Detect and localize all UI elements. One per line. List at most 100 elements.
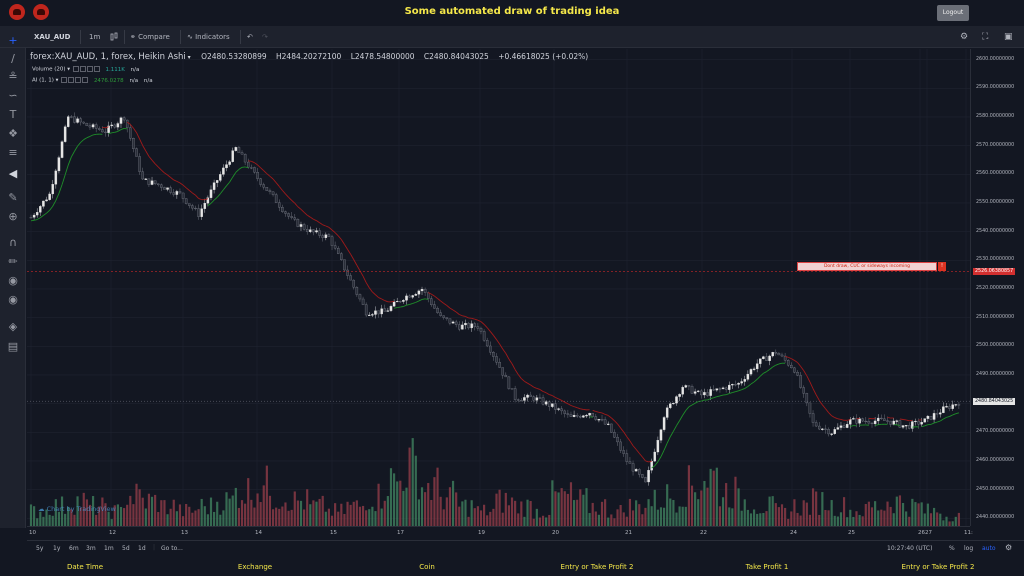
volume-bar <box>79 507 82 526</box>
magnet-icon[interactable]: ∩ <box>8 236 18 249</box>
prediction-icon[interactable]: ≡ <box>8 146 18 159</box>
price-chart[interactable] <box>27 49 970 526</box>
ruler-icon[interactable]: ✎ <box>8 191 18 204</box>
range-6m[interactable]: 6m <box>69 545 79 552</box>
ai-indicator-segment <box>645 460 649 463</box>
volume-bar <box>718 506 722 526</box>
candle <box>57 157 61 172</box>
alert-label[interactable]: Dont draw, CUC or sideways incoming <box>797 262 937 271</box>
volume-bar <box>448 487 452 526</box>
lock-icon[interactable]: ◉ <box>8 274 18 287</box>
candle <box>408 295 411 298</box>
percent-toggle[interactable]: % <box>949 545 955 552</box>
compare-button[interactable]: ⚭ Compare <box>130 26 170 48</box>
volume-bar <box>824 510 827 526</box>
more-icon[interactable] <box>82 77 89 83</box>
candle <box>482 331 486 341</box>
range-5y[interactable]: 5y <box>36 545 44 552</box>
zoom-in-icon[interactable]: ⊕ <box>8 210 18 223</box>
settings-icon[interactable] <box>68 77 75 83</box>
eye-icon[interactable] <box>61 77 68 83</box>
chart-style-icon[interactable] <box>110 26 119 48</box>
candle <box>507 376 511 389</box>
fullscreen-icon[interactable]: ⛶ <box>982 32 989 42</box>
price-axis[interactable]: 2600.00000000 2590.00000000 2580.00000000 2… <box>970 49 1024 526</box>
tradingview-watermark[interactable]: ☁ Chart by TradingView <box>38 505 116 513</box>
ai-indicator-segment <box>471 317 475 320</box>
pattern-icon[interactable]: ❖ <box>8 127 18 140</box>
pitchfork-icon[interactable]: ≗ <box>8 70 18 83</box>
candle <box>870 422 874 425</box>
volume-bar <box>712 470 715 526</box>
volume-bar <box>337 511 340 526</box>
ai-indicator-segment <box>713 396 717 399</box>
time-tick-label: 22 <box>700 530 707 536</box>
eye-icon[interactable] <box>72 66 79 72</box>
ai-indicator-segment <box>679 415 684 421</box>
candle <box>638 469 641 475</box>
candle <box>129 127 132 139</box>
brush-icon[interactable]: ∽ <box>8 89 18 102</box>
volume-bar <box>57 511 61 526</box>
candle <box>718 388 722 390</box>
range-1d[interactable]: 1d <box>138 545 146 552</box>
candle <box>200 208 203 217</box>
ai-indicator-segment <box>701 399 705 402</box>
layers-icon[interactable]: ◈ <box>8 320 18 333</box>
logout-button[interactable]: Logout <box>937 5 969 21</box>
symbol-selector[interactable]: XAU_AUD <box>34 33 71 41</box>
time-axis[interactable]: 10 12 13 14 15 17 19 20 21 22 24 25 26 27 11: <box>27 526 973 540</box>
candle <box>299 224 303 227</box>
candle <box>333 245 337 249</box>
range-1y[interactable]: 1y <box>53 545 61 552</box>
ai-indicator-segment <box>595 411 600 413</box>
redo-icon[interactable]: ↷ <box>262 33 268 41</box>
ai-legend[interactable]: AI (1, 1) ▾ 2476.0278 n/a n/a <box>32 77 153 84</box>
range-3m[interactable]: 3m <box>86 545 96 552</box>
ai-indicator-segment <box>300 208 305 213</box>
volume-legend[interactable]: Volume (20) ▾ 1.111K n/a <box>32 66 140 73</box>
goto-button[interactable]: Go to... <box>161 545 183 552</box>
alert-close-button[interactable]: ! <box>938 262 946 271</box>
stay-drawing-icon[interactable]: ✏ <box>8 255 18 268</box>
close-icon[interactable] <box>86 66 93 72</box>
undo-icon[interactable]: ↶ <box>247 33 253 41</box>
volume-bar <box>858 514 861 526</box>
interval-selector[interactable]: 1m <box>89 33 101 41</box>
candle <box>780 354 784 357</box>
trend-line-icon[interactable]: ∕ <box>11 52 15 65</box>
clock[interactable]: 10:27:40 (UTC) <box>887 545 933 552</box>
screenshot-icon[interactable]: ▣ <box>1004 32 1013 42</box>
range-1m[interactable]: 1m <box>104 545 114 552</box>
volume-bar <box>926 503 929 526</box>
legend-change: +0.46618025 (+0.02%) <box>498 52 589 61</box>
close-icon[interactable] <box>75 77 82 83</box>
crosshair-icon[interactable]: + <box>8 34 18 47</box>
eye-icon[interactable]: ◉ <box>8 293 18 306</box>
footer-exchange: Exchange <box>237 563 273 571</box>
volume-bar <box>306 489 309 526</box>
range-5d[interactable]: 5d <box>122 545 130 552</box>
ai-indicator-segment <box>549 394 553 397</box>
auto-toggle[interactable]: auto <box>982 545 996 552</box>
text-icon[interactable]: T <box>9 108 17 121</box>
volume-bar <box>737 488 740 526</box>
settings-icon[interactable]: ⚙ <box>1005 543 1013 552</box>
settings-icon[interactable] <box>79 66 86 72</box>
ai-indicator-segment <box>272 178 277 183</box>
candle <box>569 414 573 417</box>
volume-bar <box>507 505 510 526</box>
volume-bar <box>54 499 57 526</box>
log-toggle[interactable]: log <box>964 545 974 552</box>
trash-icon[interactable]: ▤ <box>7 340 19 353</box>
volume-bar <box>954 516 957 526</box>
volume-bar <box>669 498 672 526</box>
indicators-button[interactable]: ∿ Indicators <box>187 26 230 48</box>
arrow-back-icon[interactable]: ◀ <box>8 167 18 180</box>
settings-icon[interactable]: ⚙ <box>960 32 969 42</box>
more-icon[interactable] <box>93 66 100 72</box>
candle <box>274 194 278 203</box>
candle <box>110 124 113 127</box>
volume-bar <box>576 499 579 526</box>
volume-bar <box>371 506 374 526</box>
